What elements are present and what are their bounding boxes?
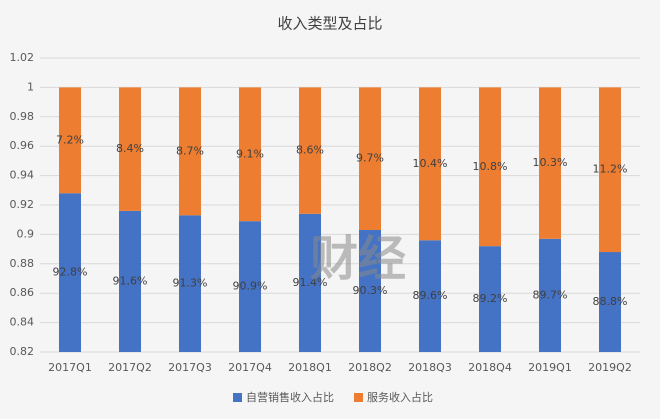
x-tick-label: 2017Q4 — [228, 361, 272, 374]
x-tick-label: 2018Q3 — [408, 361, 452, 374]
data-label: 91.4% — [293, 276, 328, 289]
bar-segment — [119, 210, 141, 352]
legend-swatch — [233, 393, 242, 402]
bar-segment — [479, 87, 501, 247]
y-tick-label: 0.84 — [10, 316, 35, 329]
legend-swatch — [354, 393, 363, 402]
y-tick-label: 0.86 — [10, 286, 35, 299]
y-tick-label: 0.82 — [10, 345, 35, 358]
bar-segment — [599, 252, 621, 352]
data-label: 89.7% — [533, 288, 568, 301]
y-tick-label: 1.02 — [10, 51, 35, 64]
data-label: 90.3% — [353, 284, 388, 297]
legend-label: 服务收入占比 — [367, 390, 433, 404]
data-label: 92.8% — [53, 266, 88, 279]
data-label: 9.1% — [236, 147, 264, 160]
bar-segment — [419, 87, 441, 241]
y-tick-label: 0.9 — [17, 227, 35, 240]
bar-segment — [179, 215, 201, 352]
data-label: 10.8% — [473, 160, 508, 173]
data-label: 89.2% — [473, 292, 508, 305]
data-label: 88.8% — [593, 295, 628, 308]
x-tick-label: 2018Q1 — [288, 361, 332, 374]
data-label: 10.4% — [413, 157, 448, 170]
y-tick-label: 0.94 — [10, 169, 35, 182]
bar-segment — [119, 87, 141, 211]
x-tick-label: 2019Q2 — [588, 361, 632, 374]
data-label: 8.6% — [296, 144, 324, 157]
data-label: 91.3% — [173, 277, 208, 290]
x-tick-label: 2017Q3 — [168, 361, 212, 374]
bar-segment — [179, 87, 201, 216]
legend-label: 自营销售收入占比 — [246, 390, 334, 404]
data-label: 11.2% — [593, 163, 628, 176]
bar-segment — [59, 193, 81, 352]
bar-segment — [479, 246, 501, 352]
bar-segment — [539, 87, 561, 239]
x-tick-label: 2019Q1 — [528, 361, 572, 374]
watermark: 财经 — [310, 231, 406, 287]
bar-segment — [539, 238, 561, 352]
bar-segment — [59, 87, 81, 194]
data-label: 10.3% — [533, 156, 568, 169]
x-tick-label: 2018Q4 — [468, 361, 512, 374]
data-label: 8.4% — [116, 142, 144, 155]
data-label: 9.7% — [356, 152, 384, 165]
bar-segment — [419, 240, 441, 352]
x-tick-label: 2018Q2 — [348, 361, 392, 374]
bar-segment — [299, 87, 321, 214]
y-tick-label: 1 — [27, 80, 34, 93]
y-tick-label: 0.96 — [10, 139, 35, 152]
x-tick-label: 2017Q2 — [108, 361, 152, 374]
bar-segment — [299, 213, 321, 352]
bar-segment — [239, 221, 261, 352]
y-tick-label: 0.88 — [10, 257, 35, 270]
bar-segment — [359, 229, 381, 352]
y-tick-label: 0.92 — [10, 198, 35, 211]
data-label: 91.6% — [113, 274, 148, 287]
data-label: 89.6% — [413, 289, 448, 302]
x-tick-label: 2017Q1 — [48, 361, 92, 374]
data-label: 7.2% — [56, 133, 84, 146]
data-label: 8.7% — [176, 144, 204, 157]
chart-title: 收入类型及占比 — [277, 15, 382, 33]
bar-segment — [359, 87, 381, 230]
y-tick-label: 0.98 — [10, 110, 35, 123]
data-label: 90.9% — [233, 280, 268, 293]
bar-segment — [599, 87, 621, 253]
bar-segment — [239, 87, 261, 222]
